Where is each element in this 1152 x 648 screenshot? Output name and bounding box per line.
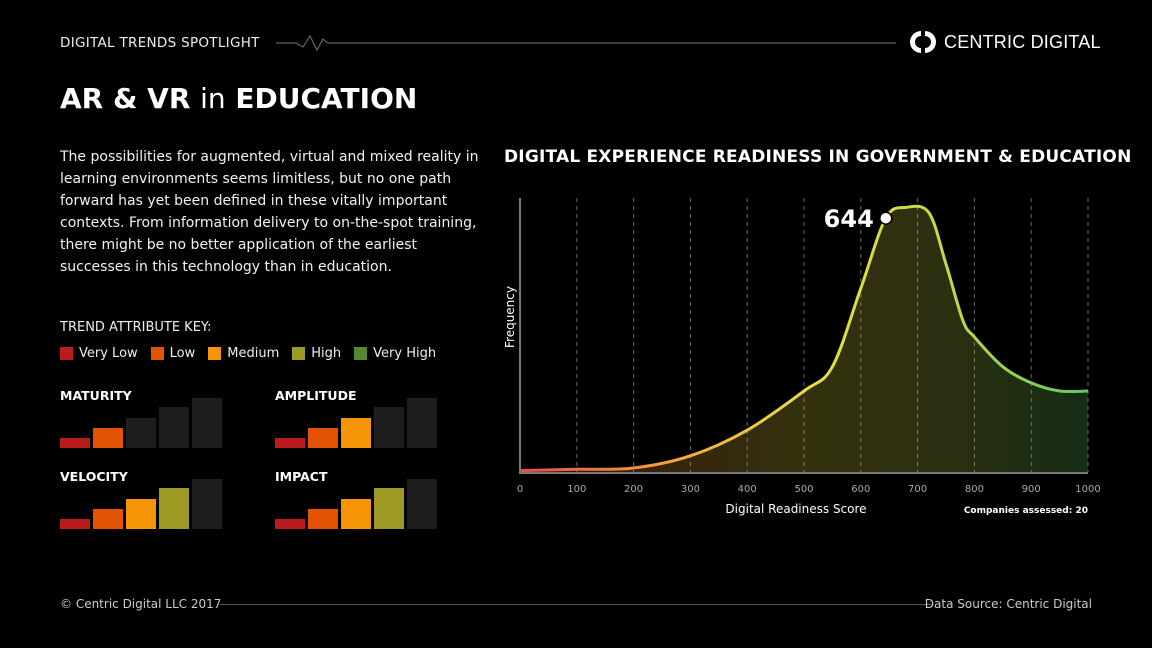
x-tick-label: 600: [851, 484, 870, 495]
level-bar: [341, 418, 371, 448]
title-part: in: [200, 82, 226, 115]
level-bar: [407, 398, 437, 448]
key-item: Low: [150, 346, 196, 361]
logo-text: CENTRIC DIGITAL: [944, 31, 1101, 52]
key-swatch: [208, 347, 222, 360]
attribute-label: AMPLITUDE: [275, 388, 357, 403]
key-item: Medium: [208, 346, 279, 361]
level-bar: [159, 488, 189, 529]
key-label: High: [311, 346, 342, 361]
x-tick-label: 900: [1022, 484, 1041, 495]
level-bar: [93, 428, 123, 448]
attribute-label: IMPACT: [275, 469, 328, 484]
level-bar: [126, 418, 156, 448]
key-item: Very Low: [60, 346, 138, 361]
area-fill: [520, 206, 1088, 473]
x-tick-label: 0: [517, 484, 523, 495]
key-item: High: [292, 346, 341, 361]
companies-assessed-note: Companies assessed: 20: [964, 506, 1088, 516]
level-bar: [275, 438, 305, 448]
chart-title: DIGITAL EXPERIENCE READINESS IN GOVERNME…: [504, 147, 1132, 167]
key-label: Low: [169, 346, 196, 361]
x-tick-label: 400: [738, 484, 757, 495]
level-bar: [60, 438, 90, 448]
x-tick-label: 800: [965, 484, 984, 495]
key-item: Very High: [354, 346, 436, 361]
key-label: Medium: [227, 346, 280, 361]
title-part: EDUCATION: [235, 82, 418, 115]
logo-icon: [910, 31, 936, 53]
y-axis-label: Frequency: [503, 286, 517, 348]
x-tick-label: 300: [681, 484, 700, 495]
key-swatch: [292, 347, 306, 360]
level-bar: [93, 509, 123, 529]
level-bar: [60, 519, 90, 529]
level-bar: [341, 499, 371, 529]
copyright: © Centric Digital LLC 2017: [60, 597, 222, 611]
level-bar: [374, 488, 404, 529]
readiness-chart: 0 100 200 300 400 500 600 700 800 900 1000 644 Digit…: [503, 198, 1101, 516]
attribute-maturity: MATURITY: [60, 388, 230, 448]
logo: CENTRIC DIGITAL: [910, 29, 1101, 55]
data-source: Data Source: Centric Digital: [924, 597, 1092, 611]
level-bar: [275, 519, 305, 529]
kicker: DIGITAL TRENDS SPOTLIGHT: [60, 35, 260, 51]
title-part: AR & VR: [60, 82, 191, 115]
footer-divider: [220, 604, 932, 605]
level-bar: [308, 509, 338, 529]
x-tick-label: 700: [908, 484, 927, 495]
key-swatch: [60, 347, 73, 360]
attribute-amplitude: AMPLITUDE: [275, 388, 445, 448]
level-bar: [192, 398, 222, 448]
level-bar: [374, 407, 404, 448]
attribute-label: VELOCITY: [60, 469, 128, 484]
level-bar: [126, 499, 156, 529]
key-label: Very Low: [79, 346, 138, 361]
level-bar: [407, 479, 437, 529]
x-tick-label: 500: [794, 484, 813, 495]
description: The possibilities for augmented, virtual…: [60, 149, 479, 275]
annotation-label: 644: [824, 205, 874, 233]
x-tick-label: 100: [567, 484, 586, 495]
x-tick-label: 200: [624, 484, 643, 495]
key-title: TREND ATTRIBUTE KEY:: [60, 320, 212, 335]
annotation-point: [879, 211, 893, 225]
x-axis-label: Digital Readiness Score: [725, 502, 866, 516]
page-title: AR & VR in EDUCATION: [60, 82, 417, 115]
x-tick-label: 1000: [1075, 484, 1100, 495]
level-bar: [192, 479, 222, 529]
key-label: Very High: [373, 346, 437, 361]
series-line: [519, 204, 1089, 473]
level-bar: [159, 407, 189, 448]
attribute-velocity: VELOCITY: [60, 469, 230, 529]
level-bar: [308, 428, 338, 448]
key-swatch: [354, 347, 368, 360]
attribute-impact: IMPACT: [275, 469, 445, 529]
key-swatch: [150, 347, 164, 360]
header-pulse-line: [276, 34, 896, 52]
attribute-key: Very Low Low Medium High Very High: [60, 346, 436, 361]
attribute-label: MATURITY: [60, 388, 132, 403]
